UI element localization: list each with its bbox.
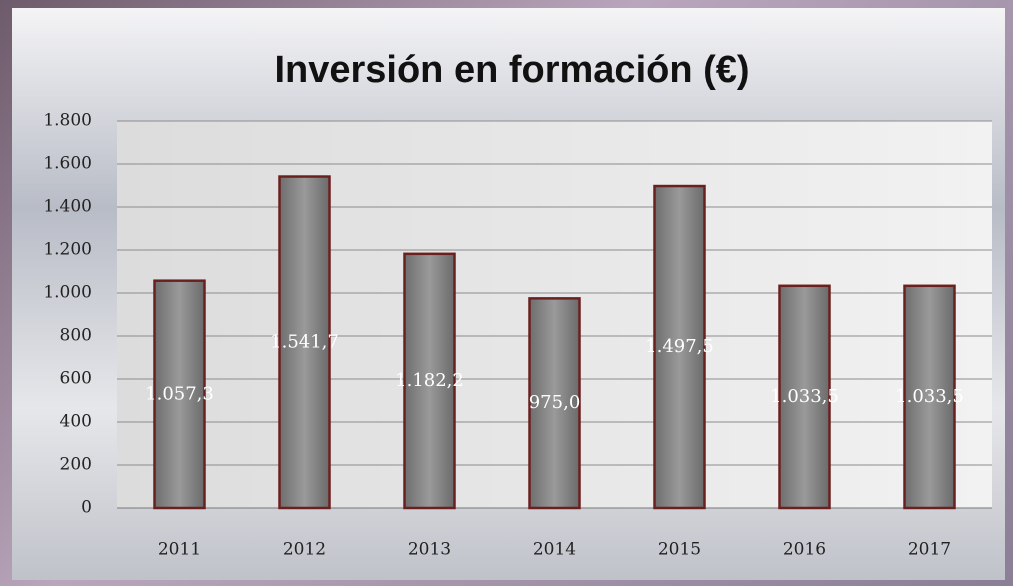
x-tick-label: 2011 <box>158 540 201 560</box>
y-tick-label: 1.400 <box>43 197 92 217</box>
value-label: 1.033,5 <box>770 386 839 407</box>
value-label: 1.541,7 <box>270 331 339 352</box>
x-tick-label: 2017 <box>908 540 951 560</box>
y-tick-label: 600 <box>60 369 92 389</box>
x-tick-label: 2016 <box>783 540 826 560</box>
x-tick-label: 2012 <box>283 540 326 560</box>
x-tick-label: 2013 <box>408 540 451 560</box>
y-tick-label: 1.800 <box>43 111 92 131</box>
y-tick-label: 1.600 <box>43 154 92 174</box>
y-tick-label: 0 <box>81 498 92 518</box>
value-label: 1.497,5 <box>645 336 714 357</box>
value-label: 1.057,3 <box>145 383 214 404</box>
value-label: 1.182,2 <box>395 370 464 391</box>
chart: Inversión en formación (€) 0 200 400 600 800… <box>0 0 1013 586</box>
y-tick-label: 1.200 <box>43 240 92 260</box>
value-label: 1.033,5 <box>895 386 964 407</box>
value-label: 975,0 <box>529 392 581 413</box>
chart-title: Inversión en formación (€) <box>274 49 749 91</box>
x-tick-label: 2014 <box>533 540 576 560</box>
y-tick-label: 1.000 <box>43 283 92 303</box>
y-tick-label: 400 <box>60 412 92 432</box>
y-tick-label: 800 <box>60 326 92 346</box>
y-tick-label: 200 <box>60 455 92 475</box>
x-tick-label: 2015 <box>658 540 701 560</box>
